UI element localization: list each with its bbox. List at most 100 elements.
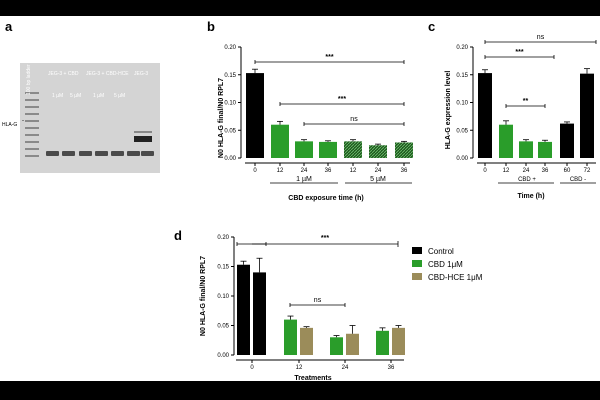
c-group-label: CBD + <box>518 177 536 183</box>
concentration-label: 1 µM <box>52 93 63 99</box>
c-y-tick-label: 0.15 <box>456 73 468 79</box>
gel-band <box>95 151 108 156</box>
c-group-label: CBD - <box>570 177 586 183</box>
panel-c-letter: c <box>428 19 435 34</box>
c-x-axis-label: Time (h) <box>517 193 544 200</box>
b-sig-bracket-label: *** <box>325 54 333 61</box>
c-bar <box>499 124 513 158</box>
gel-band <box>127 151 140 156</box>
faint-band <box>134 131 152 133</box>
d-bar-cbd-hce <box>300 327 313 355</box>
b-group-label: 1 µM <box>296 176 312 183</box>
lane-label-jeg3: JEG-3 <box>134 71 148 77</box>
gel-band <box>111 151 124 156</box>
gene-marker: - <box>22 118 24 124</box>
lane-label-ladder: 100 bp ladder <box>26 64 32 95</box>
d-bar-cbd <box>330 337 343 355</box>
b-x-tick-label: 36 <box>325 168 332 174</box>
bottom-border <box>0 381 600 400</box>
d-bar-cbd <box>376 330 389 355</box>
b-x-tick-label: 0 <box>253 168 257 174</box>
b-x-tick-label: 24 <box>301 168 308 174</box>
b-y-tick-label: 0.10 <box>224 101 236 107</box>
b-y-tick-label: 0.15 <box>224 73 236 79</box>
b-y-tick-label: 0.00 <box>224 156 236 162</box>
d-y-tick-label: 0.10 <box>217 294 229 300</box>
top-border <box>0 0 600 16</box>
d-legend-swatch <box>412 247 422 254</box>
concentration-label: 5 µM <box>70 93 81 99</box>
b-x-tick-label: 12 <box>350 168 357 174</box>
d-x-tick-label: 0 <box>250 365 254 371</box>
ladder-band <box>25 148 39 150</box>
lane-label-cbd: JEG-3 + CBD <box>48 71 79 77</box>
c-x-tick-label: 36 <box>542 168 549 174</box>
gel-band <box>46 151 59 156</box>
b-bar <box>395 142 413 158</box>
ladder-band <box>25 141 39 143</box>
gel-band <box>62 151 75 156</box>
gene-label: HLA-G <box>2 122 17 128</box>
c-x-tick-label: 60 <box>564 168 571 174</box>
b-group-label: 5 µM <box>370 176 386 183</box>
b-bar <box>344 141 362 158</box>
c-bar <box>560 123 574 158</box>
concentration-label: 1 µM <box>93 93 104 99</box>
d-x-axis-label: Treatments <box>294 375 331 382</box>
ladder-band <box>25 127 39 129</box>
c-sig-bracket-label: ns <box>537 34 545 41</box>
concentration-label: 5 µM <box>114 93 125 99</box>
gel-band <box>141 151 154 156</box>
c-x-tick-label: 72 <box>584 168 591 174</box>
d-y-tick-label: 0.05 <box>217 324 229 330</box>
c-sig-bracket-label: ** <box>523 98 529 105</box>
d-x-tick-label: 24 <box>342 365 349 371</box>
b-bar <box>295 141 313 158</box>
d-y-tick-label: 0.00 <box>217 353 229 359</box>
b-bar <box>271 124 289 158</box>
c-y-tick-label: 0.10 <box>456 101 468 107</box>
panel-a-letter: a <box>5 19 13 34</box>
b-bar <box>319 141 337 158</box>
b-y-axis-label: N0 HLA-G final/N0 RPL7 <box>218 78 225 158</box>
b-sig-bracket-label: *** <box>338 96 346 103</box>
b-x-axis-label: CBD exposure time (h) <box>288 195 363 202</box>
d-legend-label: CBD 1μM <box>428 260 463 269</box>
c-bar <box>519 141 533 158</box>
gel-band <box>79 151 92 156</box>
b-x-tick-label: 36 <box>401 168 408 174</box>
b-sig-bracket-label: ns <box>350 116 358 123</box>
hla-g-band <box>134 136 152 142</box>
d-bar-control <box>253 272 266 355</box>
c-x-tick-label: 24 <box>523 168 530 174</box>
c-y-axis-label: HLA-G expression level <box>445 71 452 150</box>
d-legend-label: CBD-HCE 1μM <box>428 273 483 282</box>
d-y-axis-label: N0 HLA-G final/N0 RPL7 <box>200 256 207 336</box>
b-y-tick-label: 0.05 <box>224 128 236 134</box>
b-bar <box>369 145 387 158</box>
d-x-tick-label: 36 <box>388 365 395 371</box>
b-x-tick-label: 12 <box>277 168 284 174</box>
b-x-tick-label: 24 <box>375 168 382 174</box>
c-x-tick-label: 12 <box>503 168 510 174</box>
panel-d-letter: d <box>174 228 182 243</box>
ladder-band <box>25 106 39 108</box>
c-y-tick-label: 0.00 <box>456 156 468 162</box>
d-sig-bracket-label: *** <box>321 235 329 242</box>
c-sig-bracket-label: *** <box>515 49 523 56</box>
ladder-band <box>25 113 39 115</box>
d-ns-bracket-label: ns <box>314 297 322 304</box>
d-bar-control <box>237 264 250 355</box>
c-x-tick-label: 0 <box>483 168 487 174</box>
d-y-tick-label: 0.15 <box>217 265 229 271</box>
d-legend-swatch <box>412 260 422 267</box>
ladder-band <box>25 99 39 101</box>
ladder-band <box>25 134 39 136</box>
d-legend-label: Control <box>428 247 454 256</box>
c-y-tick-label: 0.20 <box>456 45 468 51</box>
d-bar-cbd-hce <box>392 327 405 355</box>
c-y-tick-label: 0.05 <box>456 128 468 134</box>
c-bar <box>538 141 552 158</box>
d-bar-cbd-hce <box>346 333 359 355</box>
